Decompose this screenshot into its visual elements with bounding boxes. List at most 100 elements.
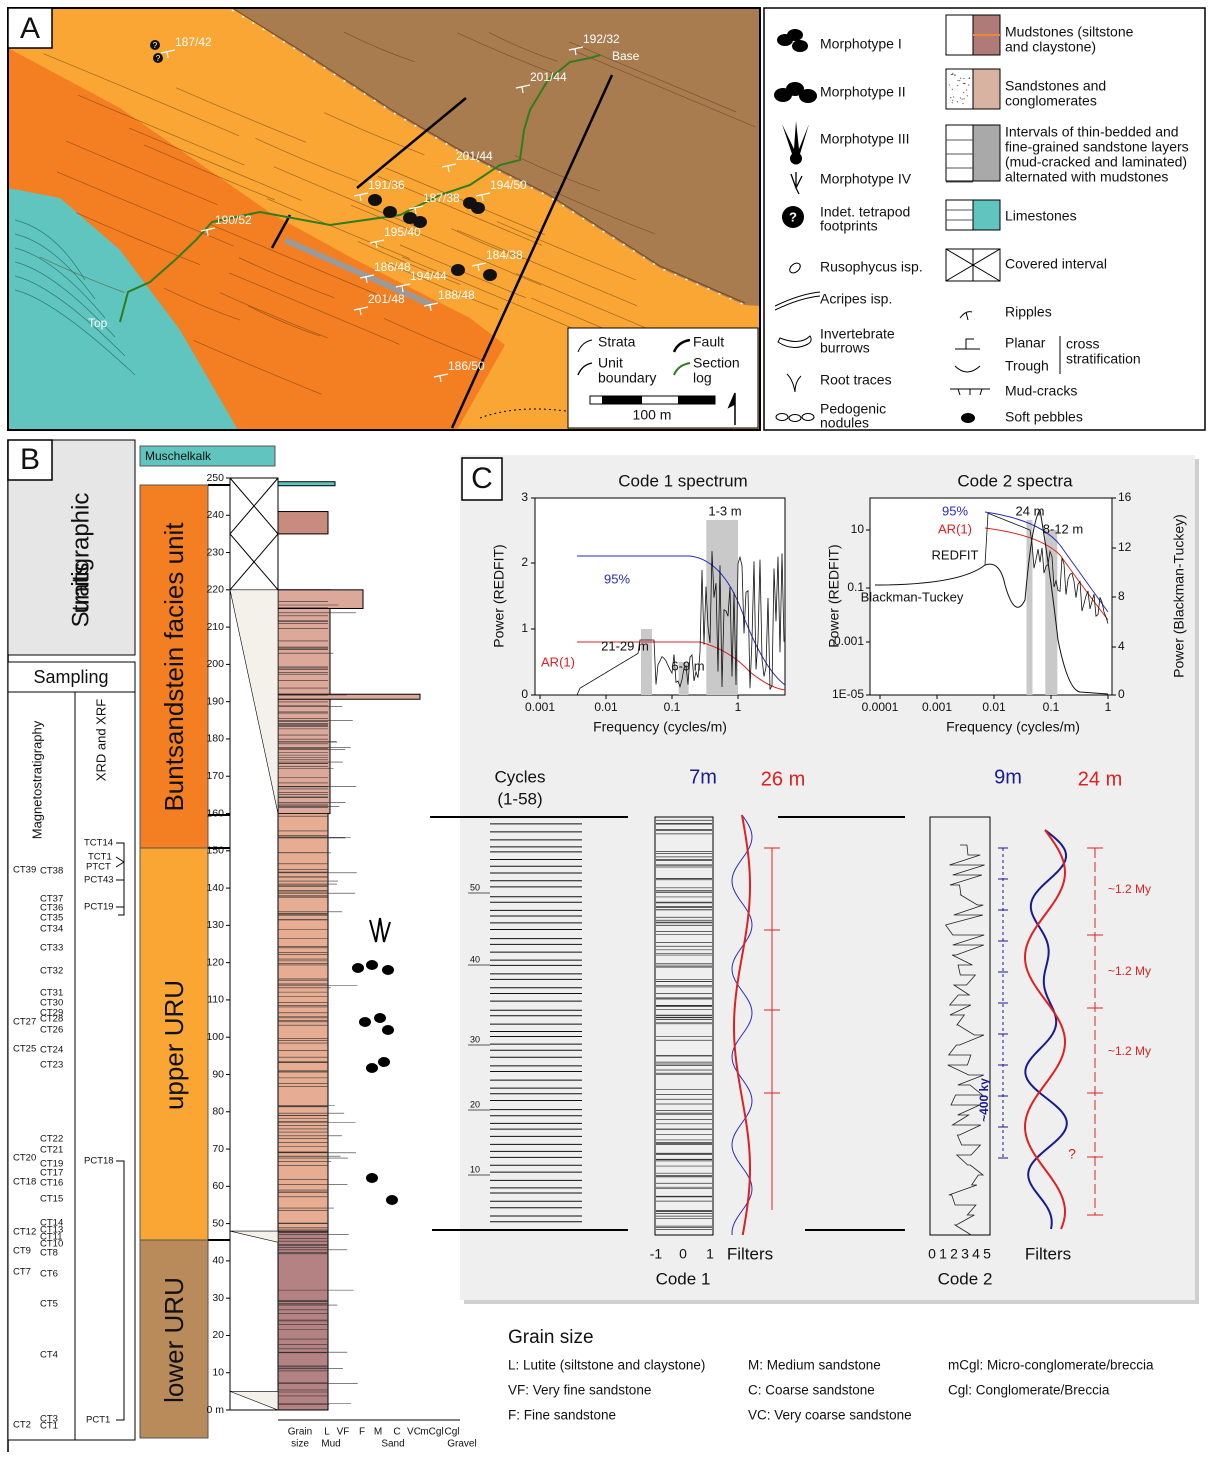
swatch-dot (948, 84, 950, 86)
unit-boundary (231, 7, 746, 304)
strata-line (229, 272, 400, 345)
strata-line (451, 228, 524, 260)
label: Muschelkalk (145, 449, 212, 463)
litho-bed (277, 589, 364, 609)
band (1026, 520, 1033, 695)
fault (450, 74, 614, 429)
icon-root (786, 373, 802, 393)
strata-line (14, 261, 116, 338)
label: Filters (1025, 1244, 1071, 1263)
icon-planar (955, 338, 980, 350)
label: Code 2 spectra (957, 471, 1073, 490)
label: Frequency (cycles/m) (946, 719, 1080, 735)
litho-lower (277, 1230, 329, 1411)
sample-label: CT27 (13, 1017, 36, 1028)
label: 24 m (1078, 768, 1122, 790)
label: upper URU (159, 980, 189, 1110)
band (640, 629, 652, 695)
strata-line (175, 87, 307, 143)
strata-line (78, 94, 245, 166)
sample-label: CT9 (13, 1246, 31, 1257)
grain-group: Mud (321, 1439, 340, 1450)
label: Pedogenic (820, 401, 886, 417)
icon-trough (954, 365, 981, 373)
label: Stratigraphic (67, 493, 94, 628)
trace-icon (382, 965, 394, 975)
label: Section (693, 355, 740, 371)
swatch-dot (957, 79, 959, 82)
sample-label: CT34 (40, 924, 63, 935)
label: burrows (820, 340, 870, 356)
depth-tick-label: 70 (212, 1143, 224, 1155)
attitude-symbol (568, 46, 584, 56)
inset-fault-icon (672, 338, 691, 353)
label: Code 1 spectrum (618, 471, 747, 490)
label: (1-58) (497, 789, 542, 808)
label: Covered interval (1005, 256, 1107, 272)
inset-strata-icon (577, 339, 593, 353)
x-tick-label: 1 (706, 1246, 714, 1262)
plot-area (534, 497, 786, 696)
grain-class: Cgl (444, 1427, 459, 1438)
swatch-dot (962, 102, 964, 105)
litho-upper (277, 813, 329, 1232)
trace-icon (352, 963, 364, 973)
inset-log-icon (673, 362, 691, 376)
strata-line (343, 31, 415, 63)
band (678, 662, 689, 695)
depth-tick-label: 160 (206, 807, 224, 819)
depth-tick-label: 40 (212, 1255, 224, 1267)
label: Strata (598, 334, 636, 350)
strata-line (569, 41, 737, 113)
panel-label: A (20, 12, 40, 45)
swatch-dot (966, 95, 968, 97)
grain-group: Gravel (447, 1439, 476, 1450)
x-tick-label: 0.001 (922, 700, 952, 714)
swatch-dot (963, 77, 965, 80)
fault (356, 97, 467, 189)
attitude-symbol (353, 192, 369, 202)
grain-size-item: M: Medium sandstone (748, 1358, 881, 1373)
footprint-icon (471, 202, 485, 214)
strata-line (128, 127, 302, 201)
trace-icon (369, 917, 391, 943)
cycle-label: 30 (470, 1034, 480, 1044)
grain-class: M (374, 1427, 382, 1438)
attitude-symbol (369, 239, 385, 249)
depth-tick-label: 10 (212, 1367, 224, 1379)
sample-bracket (115, 842, 125, 1421)
swatch-dot (952, 73, 954, 76)
y-tick-label: 0.1 (847, 580, 864, 594)
sample-label: CT25 (13, 1044, 36, 1055)
strata-line (357, 241, 461, 285)
strata-line (496, 221, 637, 281)
attitude-label: 195/40 (384, 225, 421, 239)
y2-tick-label: 12 (1118, 540, 1132, 554)
label: Power (REDFIT) (826, 544, 842, 647)
sample-label: CT17 (40, 1168, 63, 1179)
strata-line (377, 176, 543, 246)
label: REDFIT (932, 547, 979, 562)
cycle-label: 20 (470, 1099, 480, 1109)
grain-size-item: VC: Very coarse sandstone (748, 1408, 912, 1423)
icon-pebble (961, 413, 975, 423)
legend-swatch (972, 199, 1001, 231)
label: 9m (994, 766, 1022, 788)
strata-line (553, 190, 656, 235)
label: XRD and XRF (93, 699, 108, 781)
swatch-dot (968, 84, 970, 86)
label: Code 2 (938, 1269, 993, 1288)
strata-line (163, 287, 241, 321)
legend-swatch (945, 199, 974, 231)
strata-line (273, 166, 416, 227)
panel-label: B (20, 443, 40, 476)
label: Mudstones (siltstone (1005, 24, 1134, 40)
attitude-symbol (200, 227, 216, 237)
unit-muschelkalk (139, 445, 276, 467)
attitude-symbol (441, 163, 457, 173)
swatch-cross (945, 248, 1001, 282)
sample-label: CT32 (40, 966, 63, 977)
label: Mud-cracks (1005, 383, 1077, 399)
sample-label: PCT18 (84, 1156, 114, 1167)
